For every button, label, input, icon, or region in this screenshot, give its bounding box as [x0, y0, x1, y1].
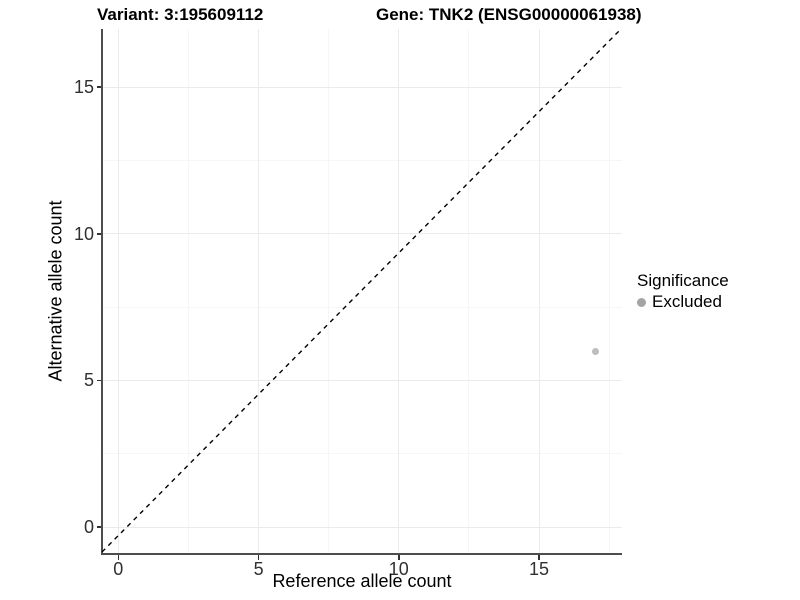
major-gridline-x [398, 29, 400, 553]
legend-title: Significance [637, 271, 729, 290]
minor-gridline-x [328, 29, 330, 553]
x-tick-label: 15 [528, 559, 550, 579]
y-tick-mark [96, 526, 101, 528]
y-tick-label: 10 [73, 223, 94, 244]
y-tick-mark [96, 233, 101, 235]
identity-dashed-line [101, 28, 622, 553]
significance-legend: Significance Excluded [637, 271, 729, 312]
x-tick-label: 10 [388, 559, 409, 579]
major-gridline-y [102, 86, 622, 88]
x-tick-mark [538, 555, 540, 560]
x-tick-mark [117, 555, 119, 560]
x-tick-mark [257, 555, 260, 560]
y-tick-mark [96, 379, 101, 382]
x-axis-line [101, 553, 622, 555]
y-axis-title: Alternative allele count [45, 200, 66, 382]
minor-gridline-x [468, 29, 470, 553]
x-tick-mark [398, 555, 400, 560]
minor-gridline-x [187, 29, 189, 553]
minor-gridline-y [102, 306, 622, 308]
major-gridline-y [102, 526, 622, 528]
x-axis-title: Reference allele count [272, 571, 452, 591]
x-tick-label: 5 [253, 559, 264, 579]
variant-title: Variant: 3:195609112 [97, 5, 264, 24]
minor-gridline-y [102, 159, 622, 161]
major-gridline-x [538, 29, 540, 553]
y-tick-label: 0 [83, 517, 94, 537]
legend-item-label: Excluded [652, 292, 722, 311]
major-gridline-y [102, 379, 622, 381]
y-tick-label: 5 [83, 370, 94, 391]
scatter-point [591, 347, 599, 355]
major-gridline-y [102, 233, 622, 235]
major-gridline-x [258, 29, 260, 553]
legend-item-excluded: Excluded [637, 292, 729, 312]
minor-gridline-y [102, 453, 622, 455]
x-tick-label: 0 [113, 559, 124, 579]
excluded-dot-icon [637, 297, 646, 307]
gene-title: Gene: TNK2 (ENSG00000061938) [376, 5, 642, 24]
y-tick-mark [96, 86, 101, 88]
y-tick-label: 15 [73, 77, 94, 98]
y-axis-line [101, 29, 103, 555]
minor-gridline-x [608, 29, 610, 553]
major-gridline-x [117, 29, 119, 553]
